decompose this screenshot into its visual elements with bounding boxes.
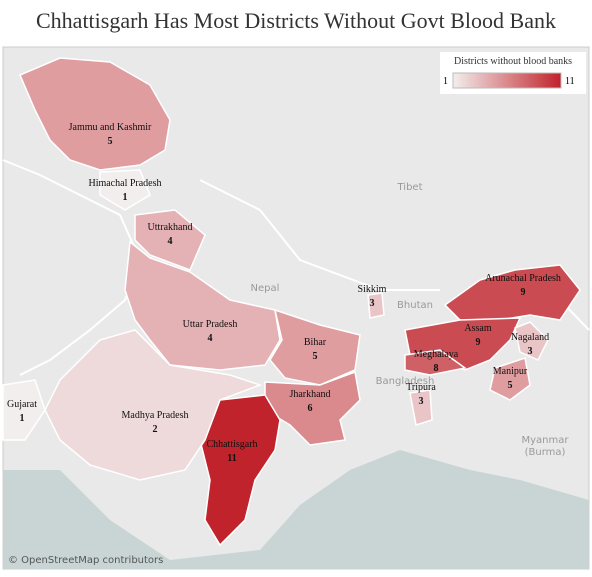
state-value: 9 [476,337,481,348]
state-value: 9 [521,287,526,298]
state-value: 5 [313,351,318,362]
state-name: Chhattisgarh [206,439,257,450]
state-region [404,349,467,376]
legend-title: Districts without blood banks [454,56,572,67]
state-name: Assam [464,323,491,334]
legend-ramp [452,72,562,89]
state-value: 3 [419,396,424,407]
state-region [99,169,151,211]
attribution: © OpenStreetMap contributors [8,555,163,566]
state-value: 8 [434,363,439,374]
state-name: Tripura [406,382,436,393]
state-value: 3 [528,346,533,357]
state-value: 1 [20,413,25,424]
states: TibetNepalBhutanBangladeshIndiaMyanmar(B… [2,57,581,547]
state-region [124,240,281,371]
place-label: Myanmar [522,435,570,446]
state-name: Himachal Pradesh [88,178,161,189]
state-name: Gujarat [7,399,37,410]
state-region [409,389,433,426]
state-name: Uttar Pradesh [183,319,238,330]
state-name: Arunachal Pradesh [485,273,561,284]
state-region [514,321,549,361]
legend: Districts without blood banks 1 11 [440,52,586,94]
state-name: Nagaland [511,332,549,343]
state-name: Jammu and Kashmir [69,122,152,133]
legend-min: 1 [443,76,448,87]
state-name: Madhya Pradesh [122,410,189,421]
title: Chhattisgarh Has Most Districts Without … [36,8,556,33]
state-name: Uttrakhand [148,222,193,233]
state-region [44,329,263,481]
state-name: Sikkim [358,284,387,295]
state-value: 6 [308,403,313,414]
state-value: 3 [370,298,375,309]
state-region [489,357,531,401]
state-name: Jharkhand [289,389,330,400]
place-label: Bhutan [397,300,433,311]
state-region [134,209,206,271]
labels: Jammu and Kashmir 5 Himachal Pradesh 1 Uttra… [7,122,561,464]
state-value: 2 [153,424,158,435]
state-name: Bihar [304,337,327,348]
state-value: 4 [208,333,213,344]
place-label: Tibet [397,182,423,193]
state-region [19,57,171,171]
state-value: 11 [227,453,236,464]
state-name: Meghalaya [414,349,459,360]
state-value: 4 [168,236,173,247]
legend-max: 11 [565,76,575,87]
place-label: Bangladesh [376,376,435,387]
state-name: Manipur [493,366,528,377]
place-label: (Burma) [525,447,566,458]
state-region [2,379,46,441]
state-value: 5 [108,136,113,147]
state-region [367,292,385,319]
state-value: 5 [508,380,513,391]
sea [3,450,589,569]
place-label: Nepal [251,283,280,294]
state-value: 1 [123,192,128,203]
